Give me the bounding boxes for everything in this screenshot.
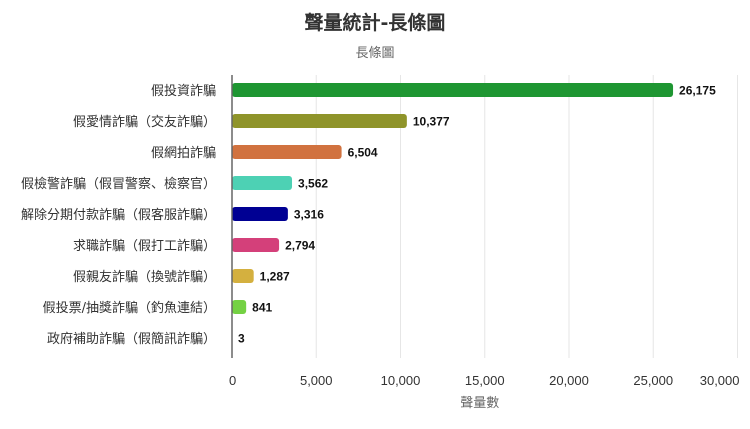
- category-label: 假網拍詐騙: [151, 145, 216, 161]
- chart-subtitle: 長條圖: [355, 46, 395, 61]
- data-label: 3,562: [298, 177, 328, 191]
- data-label: 2,794: [285, 239, 315, 253]
- data-label: 3,316: [294, 208, 324, 222]
- category-label: 假親友詐騙（換號詐騙）: [73, 269, 216, 285]
- x-tick-label: 15,000: [465, 373, 505, 388]
- bar: [232, 176, 293, 190]
- data-label: 10,377: [413, 115, 450, 129]
- data-label: 3: [238, 332, 245, 346]
- category-label: 解除分期付款詐騙（假客服詐騙）: [21, 207, 216, 223]
- bar: [232, 238, 280, 252]
- category-label: 假投資詐騙: [151, 83, 216, 99]
- bar: [232, 145, 342, 159]
- x-tick-label: 5,000: [300, 373, 333, 388]
- x-tick-label: 25,000: [633, 373, 673, 388]
- data-label: 6,504: [348, 146, 378, 160]
- category-label: 政府補助詐騙（假簡訊詐騙）: [47, 331, 216, 347]
- x-axis-label: 聲量數: [460, 395, 499, 411]
- category-label: 假檢警詐騙（假冒警察、檢察官）: [21, 176, 216, 192]
- bar: [232, 83, 674, 97]
- data-label: 26,175: [679, 84, 716, 98]
- x-tick-label: 30,000: [700, 373, 740, 388]
- data-label: 841: [252, 301, 272, 315]
- x-tick-label: 20,000: [549, 373, 589, 388]
- category-label: 求職詐騙（假打工詐騙）: [73, 238, 216, 254]
- x-tick-label: 0: [229, 373, 236, 388]
- bar: [232, 300, 247, 314]
- bar: [232, 114, 407, 128]
- category-label: 假愛情詐騙（交友詐騙）: [73, 114, 216, 130]
- chart-title: 聲量統計-長條圖: [304, 12, 446, 34]
- bar: [232, 207, 288, 221]
- x-tick-label: 10,000: [381, 373, 421, 388]
- category-label: 假投票/抽獎詐騙（釣魚連結）: [43, 300, 216, 316]
- data-label: 1,287: [260, 270, 290, 284]
- bar: [232, 269, 254, 283]
